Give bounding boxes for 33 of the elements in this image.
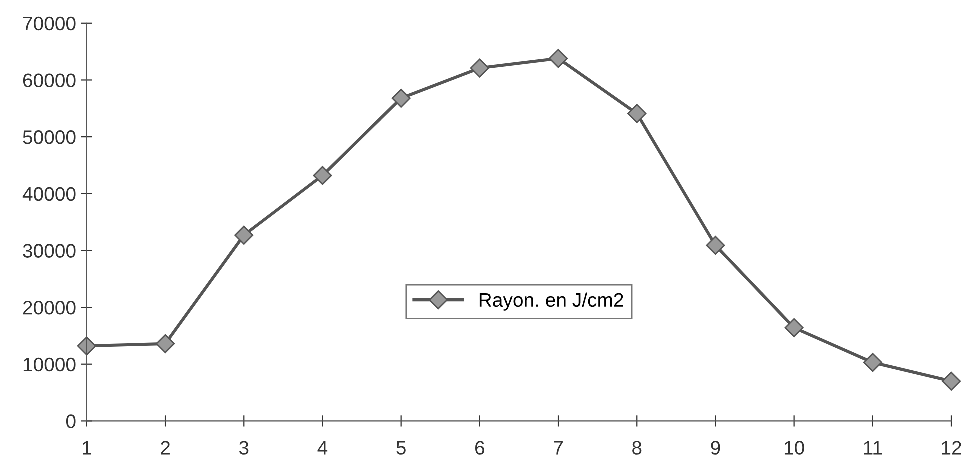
point [942, 372, 962, 391]
y-tick-label: 70000 [23, 16, 76, 31]
legend-label: Rayon. en J/cm2 [480, 292, 624, 311]
y-tick-label: 50000 [23, 130, 76, 144]
y-tick-label: 40000 [22, 187, 76, 202]
y-tick-label: 20000 [23, 301, 76, 315]
x-tick-label: 12 [942, 441, 962, 455]
point [628, 104, 647, 124]
point [470, 58, 490, 78]
y-tick-label: 60000 [23, 74, 76, 88]
x-tick-label: 5 [396, 441, 406, 455]
x-tick-label: 10 [784, 441, 804, 455]
x-tick-label: 8 [632, 441, 642, 455]
point [234, 226, 254, 245]
y-tick-label: 10000 [24, 358, 76, 372]
point [77, 336, 96, 356]
x-tick-label: 3 [239, 441, 249, 455]
point [706, 236, 726, 256]
y-tick-label: 30000 [23, 244, 76, 258]
x-tick-label: 11 [864, 441, 882, 455]
point [548, 49, 568, 68]
x-tick-label: 9 [711, 441, 720, 455]
point [392, 88, 411, 108]
point [863, 353, 882, 372]
x-tick-label: 6 [476, 441, 484, 455]
point [156, 334, 176, 354]
x-tick-label: 1 [83, 441, 92, 455]
point [784, 318, 804, 338]
x-tick-label: 7 [554, 441, 563, 455]
x-tick-label: 2 [161, 441, 170, 455]
y-tick-label: 0 [66, 414, 76, 428]
point [313, 166, 332, 186]
x-tick-label: 4 [318, 441, 328, 455]
